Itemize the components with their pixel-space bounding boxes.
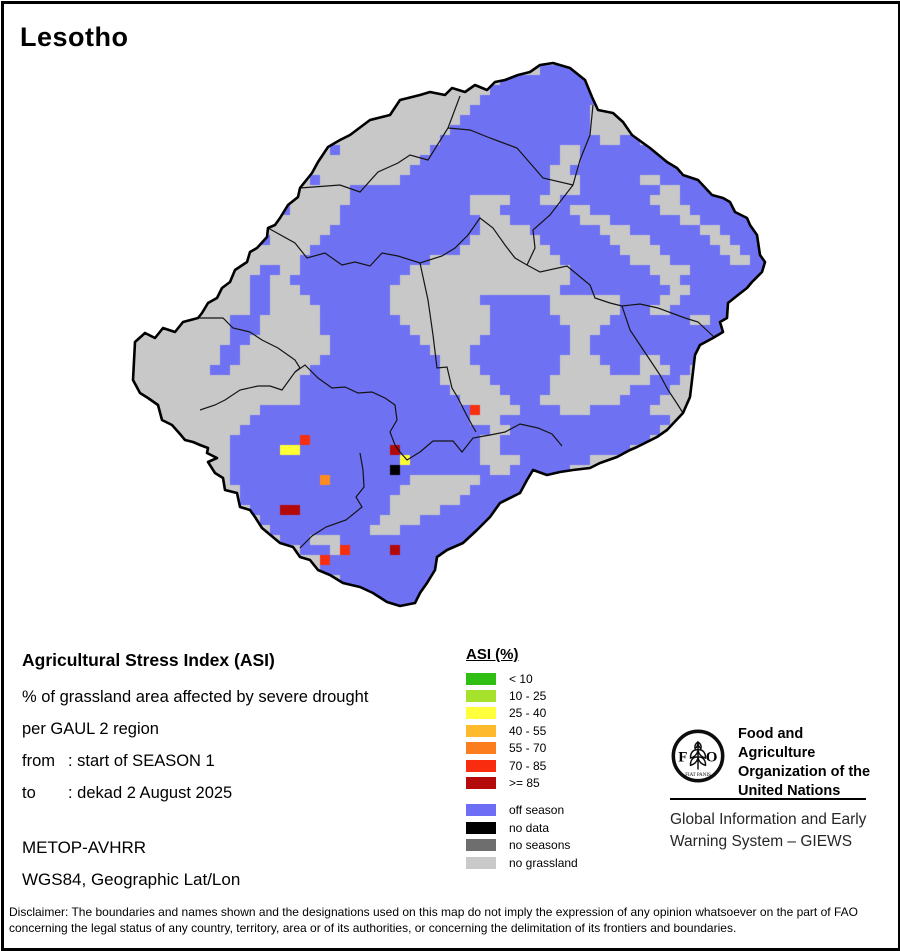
giews-label: Global Information and Early Warning Sys… bbox=[670, 811, 867, 850]
district-boundary bbox=[299, 452, 365, 549]
legend-row: no seasons bbox=[466, 837, 656, 854]
district-boundary bbox=[267, 217, 528, 267]
legend-classes: < 10 10 - 25 25 - 40 40 - 55 55 - 70 70 - 85 >… bbox=[466, 670, 656, 792]
fao-logo-icon: F O FIAT PANIS bbox=[671, 729, 725, 783]
sensor-label: METOP-AVHRR bbox=[22, 838, 147, 857]
legend-row: 40 - 55 bbox=[466, 722, 656, 739]
fao-divider bbox=[670, 798, 866, 800]
district-boundary bbox=[199, 364, 563, 461]
legend-row: < 10 bbox=[466, 670, 656, 687]
info-from-row: from : start of SEASON 1 bbox=[22, 752, 452, 771]
legend-extra: off season no data no seasons no grassland bbox=[466, 802, 656, 872]
legend-row: 25 - 40 bbox=[466, 705, 656, 722]
from-label: from bbox=[22, 752, 55, 770]
disclaimer-text: Disclaimer: The boundaries and names sho… bbox=[9, 905, 858, 935]
legend-label: no seasons bbox=[509, 838, 571, 853]
svg-text:O: O bbox=[706, 750, 718, 766]
legend-swatch bbox=[466, 724, 496, 737]
legend-label: no grassland bbox=[509, 855, 578, 870]
page-title: Lesotho bbox=[20, 22, 129, 52]
legend-swatch bbox=[466, 742, 496, 755]
projection-label: WGS84, Geographic Lat/Lon bbox=[22, 870, 241, 889]
legend-label: 55 - 70 bbox=[509, 741, 547, 756]
to-label: to bbox=[22, 784, 36, 802]
country-border bbox=[131, 61, 767, 608]
info-to-row: to : dekad 2 August 2025 bbox=[22, 784, 452, 803]
district-boundary bbox=[299, 95, 461, 193]
legend-swatch bbox=[466, 856, 496, 869]
legend-label: no data bbox=[509, 820, 550, 835]
legend-swatch bbox=[466, 690, 496, 703]
legend-row: 10 - 25 bbox=[466, 687, 656, 704]
map-raster bbox=[120, 55, 780, 625]
info-block: Agricultural Stress Index (ASI) % of gra… bbox=[22, 650, 452, 816]
map-container bbox=[120, 55, 780, 625]
legend-row: off season bbox=[466, 802, 656, 819]
legend-label: >= 85 bbox=[509, 776, 540, 791]
legend-row: no data bbox=[466, 819, 656, 836]
from-value: : start of SEASON 1 bbox=[68, 752, 215, 770]
legend-label: < 10 bbox=[509, 671, 533, 686]
info-subtitle: % of grassland area affected by severe d… bbox=[22, 688, 369, 706]
legend-label: 25 - 40 bbox=[509, 706, 547, 721]
legend-row: 55 - 70 bbox=[466, 740, 656, 757]
fao-block: F O FIAT PANIS Food and Agriculture Orga… bbox=[668, 724, 883, 854]
district-boundary bbox=[526, 104, 594, 266]
legend: ASI (%) < 10 10 - 25 25 - 40 40 - 55 55 - 70… bbox=[466, 646, 656, 871]
legend-swatch bbox=[466, 804, 496, 817]
district-boundary bbox=[526, 264, 716, 339]
legend-label: off season bbox=[509, 803, 565, 818]
legend-swatch bbox=[466, 821, 496, 834]
legend-label: 70 - 85 bbox=[509, 758, 547, 773]
district-boundary bbox=[198, 317, 301, 373]
legend-label: 40 - 55 bbox=[509, 723, 547, 738]
info-region-line: per GAUL 2 region bbox=[22, 720, 159, 738]
svg-text:F: F bbox=[678, 750, 687, 766]
legend-label: 10 - 25 bbox=[509, 689, 547, 704]
legend-swatch bbox=[466, 759, 496, 772]
legend-swatch bbox=[466, 707, 496, 720]
legend-swatch bbox=[466, 839, 496, 852]
map-lines bbox=[131, 61, 767, 608]
legend-swatch bbox=[466, 672, 496, 685]
info-heading: Agricultural Stress Index (ASI) bbox=[22, 650, 275, 670]
legend-title: ASI (%) bbox=[466, 646, 519, 663]
district-boundary bbox=[419, 262, 477, 433]
svg-text:FIAT PANIS: FIAT PANIS bbox=[685, 773, 711, 778]
district-boundary bbox=[621, 305, 684, 414]
to-value: : dekad 2 August 2025 bbox=[68, 784, 233, 802]
fao-org-name: Food and Agriculture Organization of the… bbox=[738, 726, 871, 799]
wheat-icon bbox=[689, 740, 707, 770]
district-boundary bbox=[447, 127, 574, 186]
legend-row: 70 - 85 bbox=[466, 757, 656, 774]
legend-swatch bbox=[466, 777, 496, 790]
legend-row: >= 85 bbox=[466, 774, 656, 791]
legend-row: no grassland bbox=[466, 854, 656, 871]
